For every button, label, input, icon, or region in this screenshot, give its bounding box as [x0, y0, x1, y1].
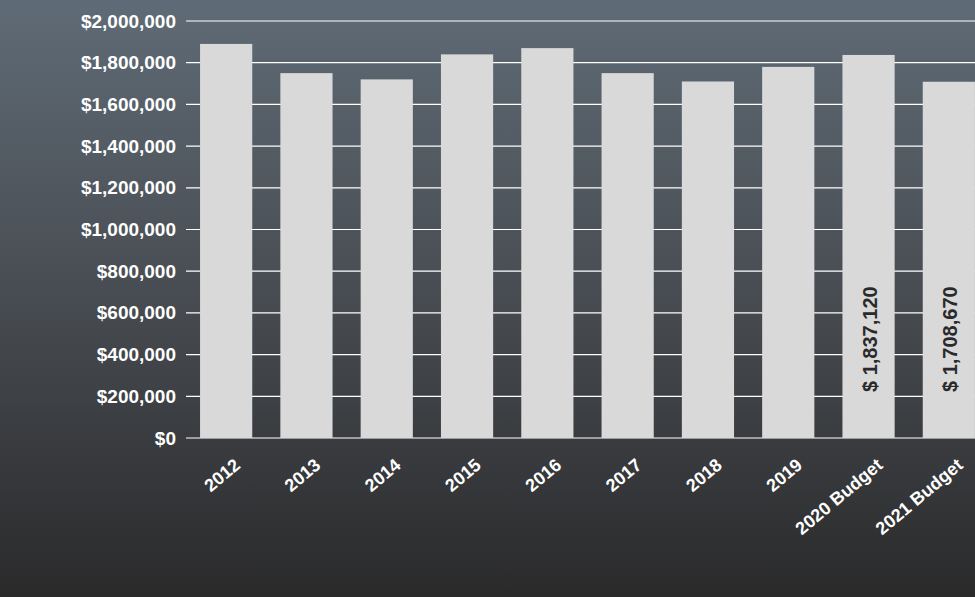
- bar: [361, 79, 413, 438]
- x-tick-label: 2021 Budget: [872, 455, 967, 539]
- data-label: $ 1,708,670: [939, 286, 961, 392]
- bar: [682, 81, 734, 438]
- bars: [200, 44, 975, 438]
- y-tick-label: $1,800,000: [81, 52, 176, 73]
- x-tick: 2017: [602, 438, 646, 496]
- y-tick-label: $1,400,000: [81, 136, 176, 157]
- bar: [923, 82, 975, 438]
- grid: [186, 21, 975, 438]
- grid-line: [186, 20, 975, 21]
- y-tick: $1,400,000: [81, 136, 186, 157]
- y-tick-label: $1,000,000: [81, 219, 176, 240]
- x-tick-label: 2020 Budget: [791, 455, 886, 539]
- y-tick: $1,800,000: [81, 52, 186, 73]
- x-tick-label: 2019: [762, 455, 806, 496]
- y-axis-line: [186, 22, 187, 439]
- y-tick-label: $1,200,000: [81, 177, 176, 198]
- x-tick: 2021 Budget: [872, 438, 967, 539]
- bar: [762, 67, 814, 438]
- y-tick: $1,200,000: [81, 177, 186, 198]
- data-labels: $ 1,837,120 $ 1,708,670: [859, 286, 961, 392]
- y-tick: $800,000: [97, 261, 186, 282]
- data-label: $ 1,837,120: [859, 286, 881, 392]
- bar: [521, 48, 573, 438]
- bar: [602, 73, 654, 438]
- x-tick-label: 2014: [361, 455, 405, 496]
- x-tick-label: 2018: [682, 455, 726, 496]
- x-tick-label: 2015: [441, 455, 485, 496]
- y-tick: $1,600,000: [81, 94, 186, 115]
- y-tick: $600,000: [97, 302, 186, 323]
- bar: [842, 55, 894, 438]
- y-tick-label: $1,600,000: [81, 94, 176, 115]
- chart: $0 $200,000 $400,000 $600,000 $800,000 $1,000…: [0, 0, 975, 597]
- x-tick: 2013: [281, 438, 325, 496]
- bar: [200, 44, 252, 438]
- y-tick-label: $400,000: [97, 344, 176, 365]
- bar: [441, 54, 493, 438]
- x-tick-label: 2012: [200, 455, 244, 496]
- y-tick-label: $200,000: [97, 386, 176, 407]
- y-tick: $1,000,000: [81, 219, 186, 240]
- x-tick: 2012: [200, 438, 244, 496]
- y-tick: $200,000: [97, 386, 186, 407]
- x-tick: 2019: [762, 438, 806, 496]
- y-tick-label: $2,000,000: [81, 11, 176, 32]
- x-tick: 2015: [441, 438, 485, 496]
- y-tick: $400,000: [97, 344, 186, 365]
- bar: [280, 73, 332, 438]
- y-tick: $2,000,000: [81, 11, 186, 32]
- x-tick-label: 2013: [281, 455, 325, 496]
- x-tick: 2018: [682, 438, 726, 496]
- x-tick-label: 2016: [522, 455, 566, 496]
- background: [0, 0, 975, 597]
- x-tick: 2014: [361, 438, 405, 496]
- y-tick-label: $0: [155, 428, 176, 449]
- x-axis: 2012 2013 2014 2015 2016 2017 2018 20192020 Bud…: [187, 438, 975, 539]
- y-tick: $0: [155, 428, 186, 449]
- x-axis-line: [187, 438, 975, 439]
- x-tick-label: 2017: [602, 455, 646, 496]
- y-tick-label: $800,000: [97, 261, 176, 282]
- y-axis: $0 $200,000 $400,000 $600,000 $800,000 $1,000…: [81, 11, 187, 449]
- y-tick-label: $600,000: [97, 302, 176, 323]
- x-tick: 2016: [522, 438, 566, 496]
